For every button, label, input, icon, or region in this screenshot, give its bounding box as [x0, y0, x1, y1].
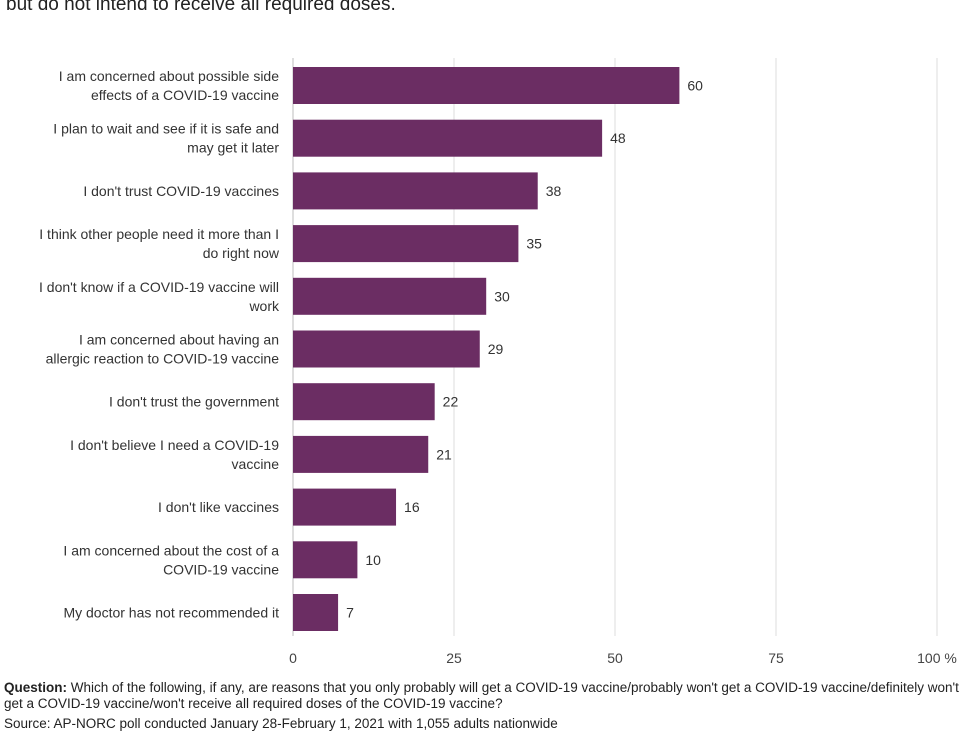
data-label: 10	[365, 552, 381, 568]
data-label: 35	[526, 236, 542, 252]
bar	[293, 277, 487, 315]
bar-chart: 0 25 50 75 100 % 60 I am concerned about possi…	[39, 58, 957, 666]
category-label: I don't like vaccines	[158, 499, 279, 515]
data-label: 22	[443, 394, 459, 410]
x-tick-label: 25	[446, 650, 462, 666]
bar	[293, 383, 435, 421]
chart-footer: Question: Which of the following, if any…	[4, 680, 964, 731]
bar	[293, 488, 397, 526]
x-tick-label: 100 %	[917, 650, 957, 666]
x-tick-label: 75	[768, 650, 784, 666]
x-tick-label: 50	[607, 650, 623, 666]
category-label: I am concerned about having an allergic r…	[46, 332, 280, 367]
x-tick-label: 0	[289, 650, 297, 666]
category-label: I don't believe I need a COVID-19 vaccine	[70, 437, 279, 472]
data-label: 16	[404, 499, 420, 515]
chart-header-text: but do not intend to receive all require…	[6, 0, 396, 15]
bar	[293, 172, 538, 210]
data-label: 60	[687, 78, 703, 94]
category-label: I don't trust COVID-19 vaccines	[83, 183, 279, 199]
bar	[293, 541, 358, 579]
data-label: 30	[494, 288, 510, 304]
data-label: 21	[436, 446, 452, 462]
question-label: Question:	[4, 680, 67, 695]
data-label: 7	[346, 605, 354, 621]
bar	[293, 435, 429, 473]
question-text: Which of the following, if any, are reas…	[4, 680, 959, 711]
data-label: 29	[488, 341, 504, 357]
category-label: I don't trust the government	[109, 394, 279, 410]
bar	[293, 330, 480, 368]
category-label: I plan to wait and see if it is safe and…	[53, 121, 279, 156]
category-label: I think other people need it more than I…	[39, 226, 280, 261]
category-label: I don't know if a COVID-19 vaccine will w…	[39, 279, 280, 314]
category-label: I am concerned about the cost of a COVID-…	[63, 542, 279, 577]
data-label: 38	[546, 183, 562, 199]
bar	[293, 225, 519, 263]
source-text: Source: AP-NORC poll conducted January 2…	[4, 716, 558, 731]
category-label: My doctor has not recommended it	[63, 605, 279, 621]
bar	[293, 67, 680, 104]
bar	[293, 594, 339, 631]
data-label: 48	[610, 130, 626, 146]
category-label: I am concerned about possible side effect…	[59, 68, 279, 103]
bar	[293, 119, 603, 157]
